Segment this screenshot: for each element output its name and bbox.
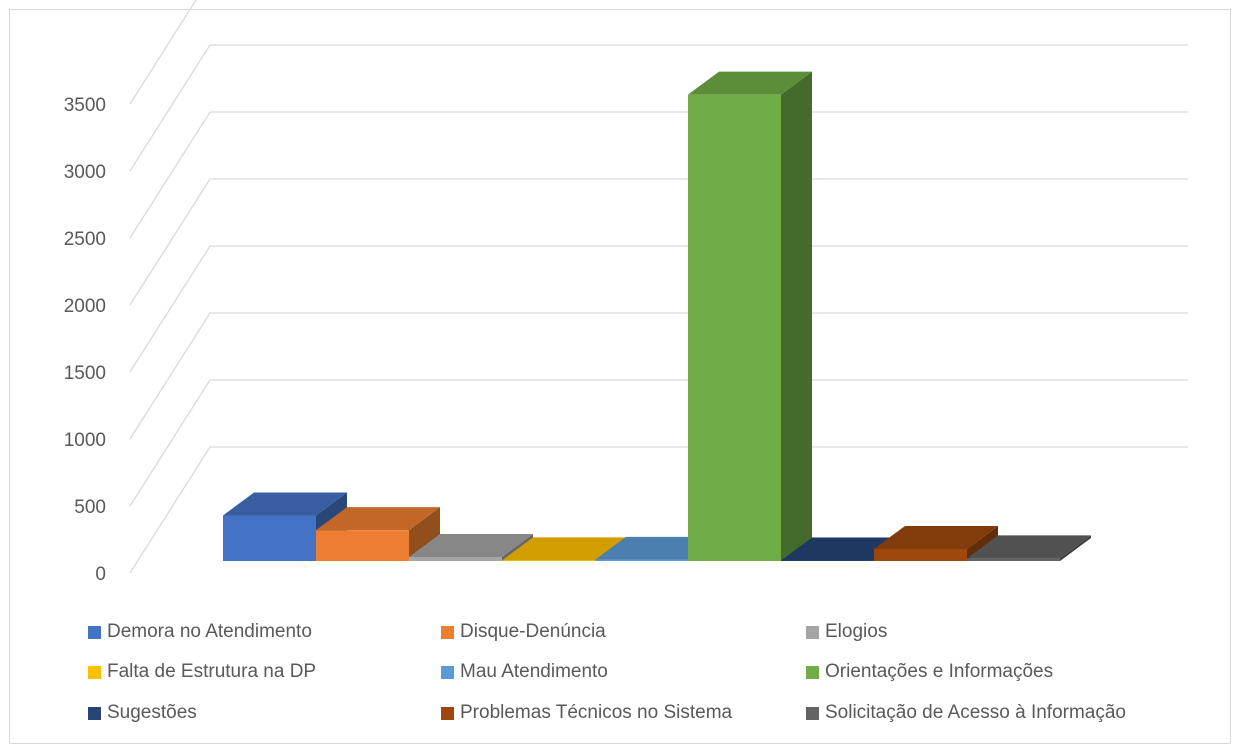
bar-front-face	[316, 530, 409, 561]
legend-item: Sugestões	[88, 702, 197, 724]
bar	[874, 525, 998, 561]
legend-item: Problemas Técnicos no Sistema	[441, 702, 732, 724]
legend-item: Solicitação de Acesso à Informação	[806, 702, 1126, 724]
legend-item: Falta de Estrutura na DP	[88, 661, 316, 683]
bar-top-face	[409, 533, 533, 557]
bar-front-face	[967, 558, 1060, 561]
legend-swatch	[441, 665, 454, 679]
bar-top-face	[688, 71, 812, 95]
legend-label: Disque-Denúncia	[460, 621, 606, 642]
bar	[967, 535, 1091, 561]
bar-front-face	[688, 94, 781, 562]
bar	[316, 507, 440, 561]
bar-side-face	[781, 71, 812, 562]
gridline	[129, 379, 1188, 507]
legend-label: Sugestões	[107, 702, 197, 723]
bar-front-face	[874, 548, 967, 561]
bar-top-face	[316, 507, 440, 531]
bar-front-face	[223, 515, 316, 561]
legend-label: Demora no Atendimento	[107, 621, 312, 642]
legend-swatch	[88, 665, 101, 679]
bars	[223, 71, 1091, 562]
y-tick-label: 1000	[64, 430, 106, 451]
gridline	[129, 111, 1188, 239]
bar-side-face	[967, 525, 998, 561]
gridline	[129, 0, 197, 105]
bar-front-face	[409, 556, 502, 561]
gridline	[129, 44, 1188, 172]
bar-front-face	[502, 560, 595, 561]
bar-top-face	[223, 492, 347, 516]
legend-swatch	[441, 706, 454, 720]
legend-item: Demora no Atendimento	[88, 621, 312, 643]
legend-swatch	[806, 625, 819, 639]
legend-label: Problemas Técnicos no Sistema	[460, 702, 733, 723]
y-tick-label: 3000	[64, 162, 106, 183]
bar-top-face	[502, 537, 626, 561]
bar-top-face	[967, 535, 1091, 559]
legend-swatch	[88, 625, 101, 639]
bar-front-face	[595, 559, 688, 561]
legend-swatch	[806, 706, 819, 720]
y-tick-label: 2500	[64, 229, 106, 250]
y-tick-label: 2000	[64, 296, 106, 317]
legend-item: Elogios	[806, 621, 887, 643]
legend-swatch	[441, 625, 454, 639]
gridline	[129, 312, 1188, 440]
y-axis: 0 500 1000 1500 2000 2500 3000 3500	[64, 95, 106, 585]
gridline	[129, 245, 1188, 373]
gridline	[129, 446, 1188, 574]
bar	[409, 533, 533, 561]
bar-top-face	[874, 525, 998, 549]
legend-label: Falta de Estrutura na DP	[107, 661, 317, 682]
legend-item: Mau Atendimento	[441, 661, 608, 683]
y-tick-label: 0	[95, 564, 106, 585]
legend-swatch	[88, 706, 101, 720]
gridline	[129, 178, 1188, 306]
bar-side-face	[409, 507, 440, 561]
legend-label: Orientações e Informações	[825, 661, 1054, 682]
legend-label: Elogios	[825, 621, 888, 642]
bar-front-face	[781, 560, 874, 561]
bar-side-face	[1060, 535, 1091, 561]
bar-side-face	[502, 533, 533, 561]
bar	[688, 71, 812, 562]
y-tick-label: 1500	[64, 363, 106, 384]
legend-item: Orientações e Informações	[806, 661, 1053, 683]
legend-swatch	[806, 665, 819, 679]
legend-item: Disque-Denúncia	[441, 621, 606, 643]
chart-area	[9, 9, 1231, 744]
y-tick-label: 3500	[64, 95, 106, 116]
legend-label: Solicitação de Acesso à Informação	[825, 702, 1127, 723]
gridlines	[129, 0, 1188, 574]
y-tick-label: 500	[74, 497, 106, 518]
legend-label: Mau Atendimento	[460, 661, 608, 682]
